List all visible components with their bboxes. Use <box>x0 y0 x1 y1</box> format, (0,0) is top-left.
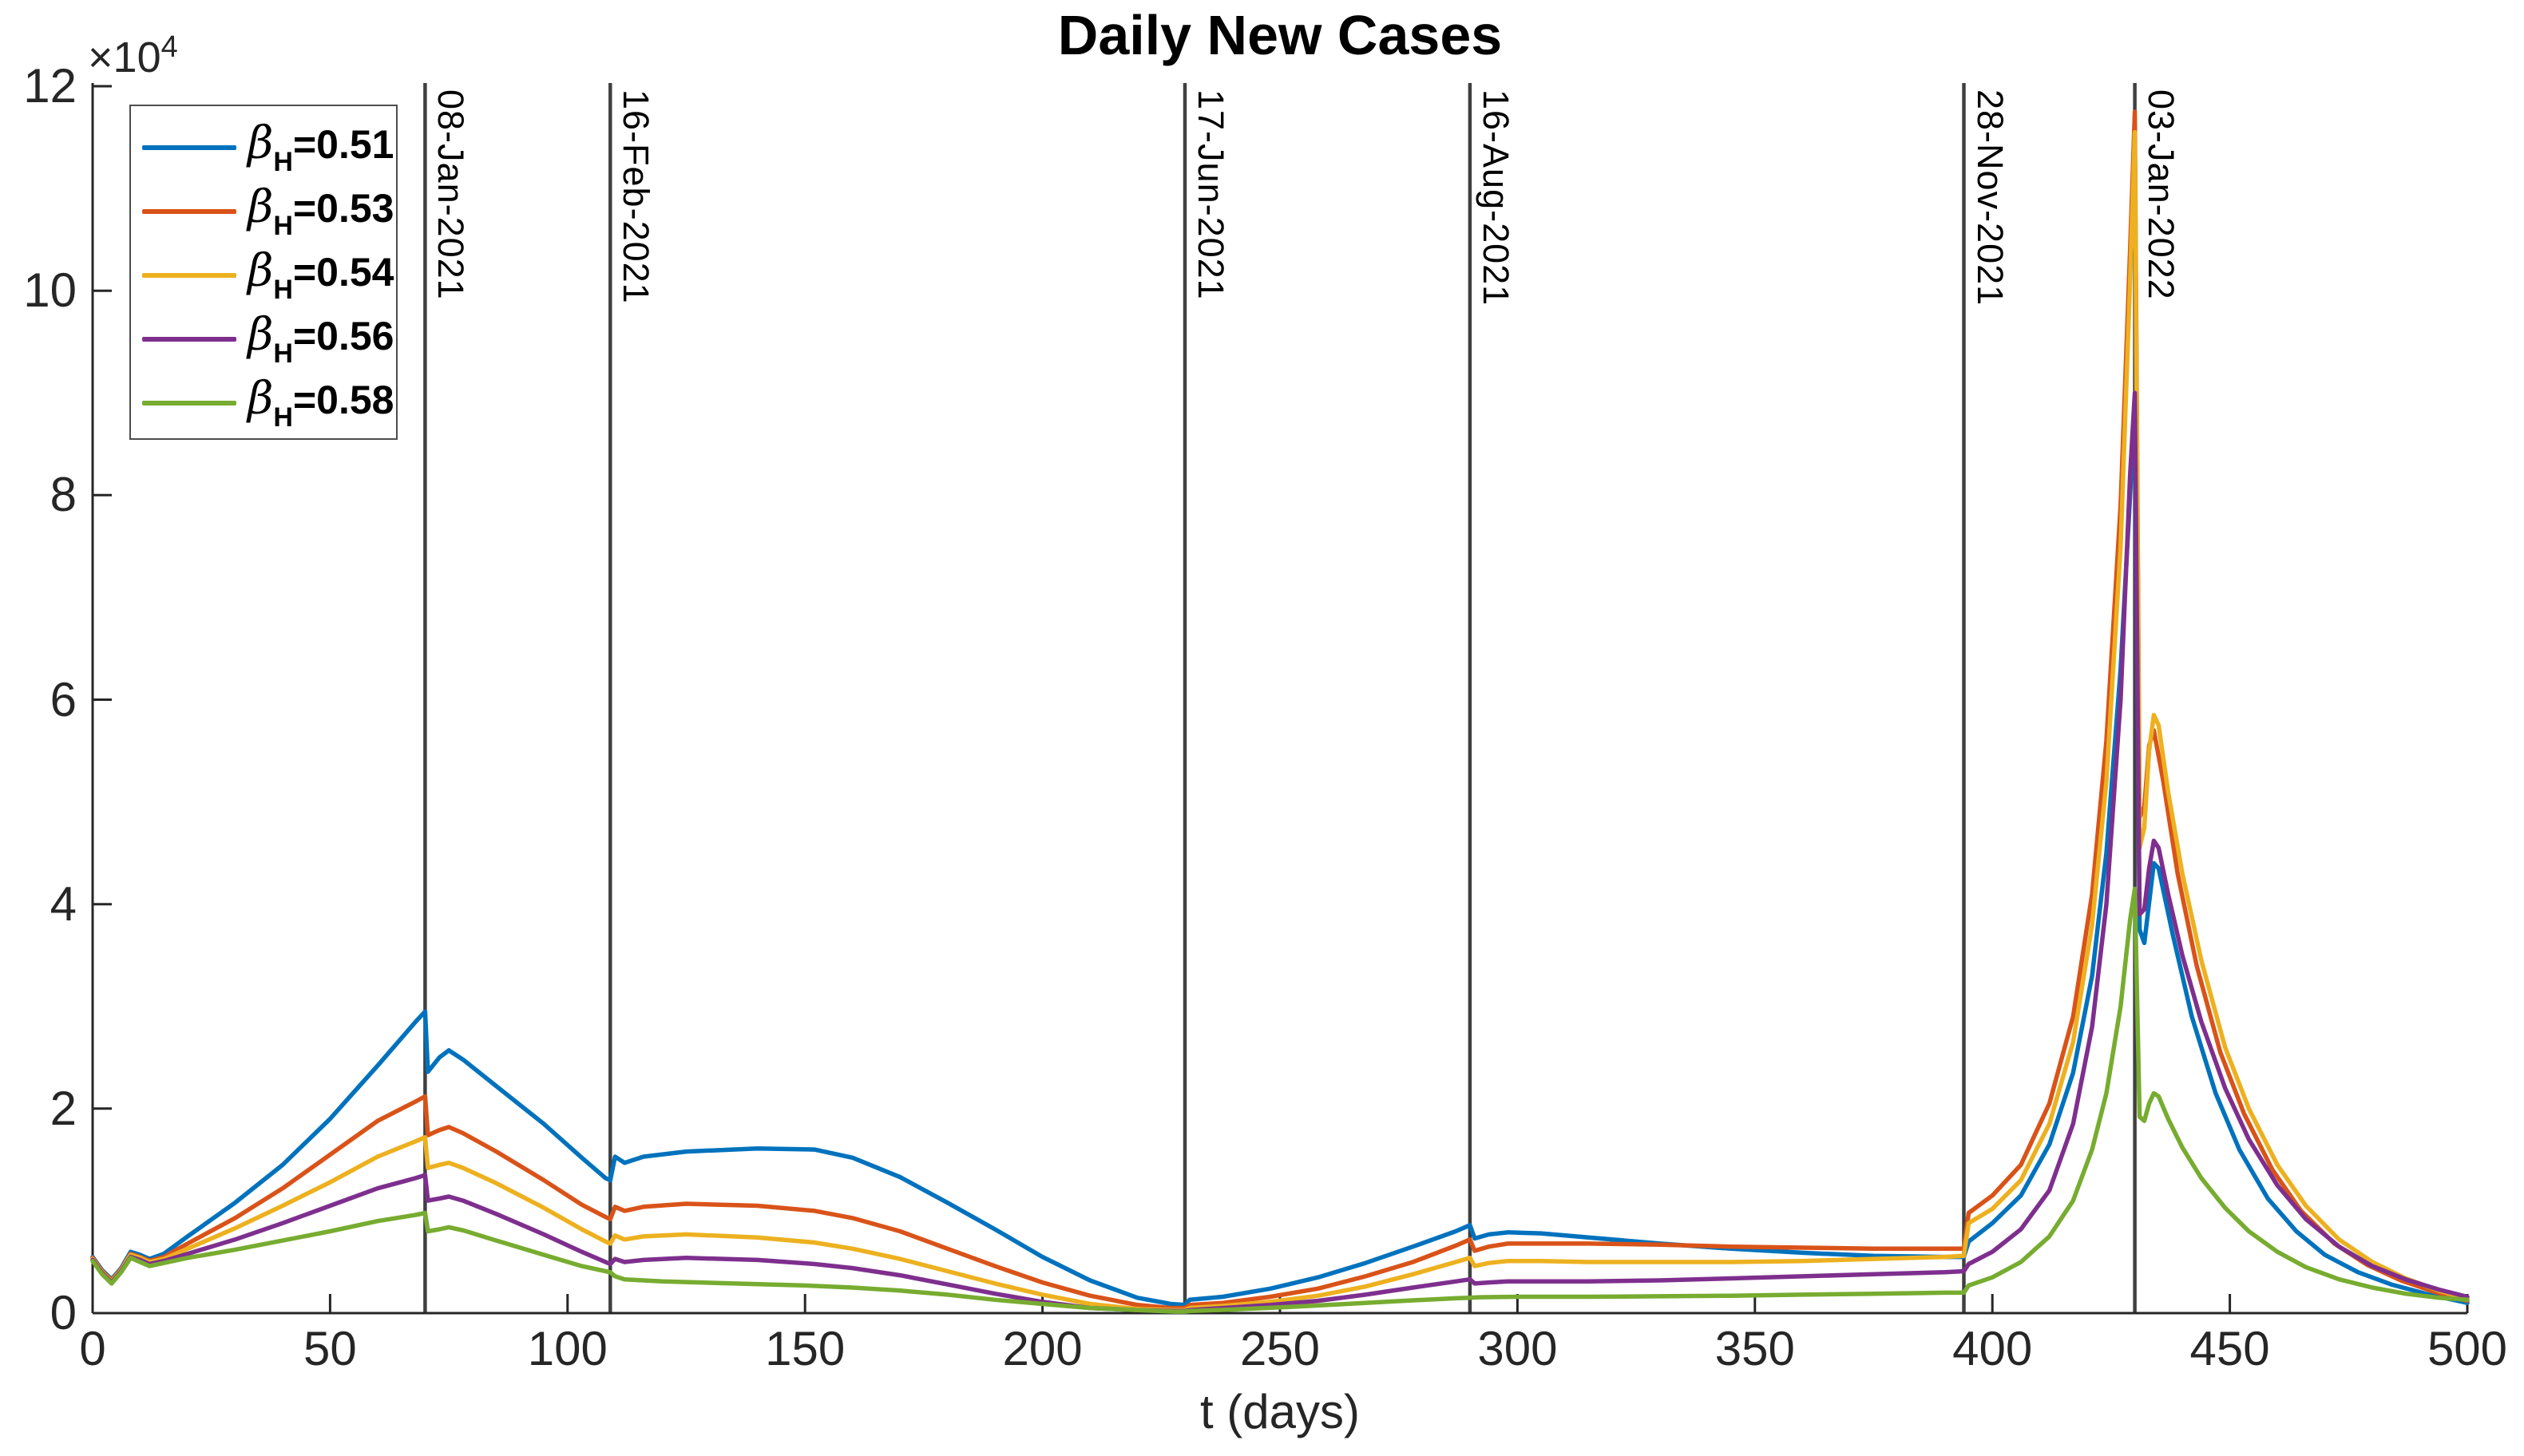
x-tick-label: 300 <box>1477 1322 1558 1375</box>
x-tick-label: 150 <box>765 1322 846 1375</box>
x-tick-label: 200 <box>1002 1322 1083 1375</box>
event-line-label: 08-Jan-2021 <box>430 89 472 300</box>
series-curve-4 <box>90 886 2470 1314</box>
legend-item-4: βH=0.58 <box>131 371 396 435</box>
x-tick-label: 350 <box>1714 1322 1795 1375</box>
beta-subscript: H <box>273 211 293 241</box>
legend-label: βH=0.58 <box>248 373 394 433</box>
beta-subscript: H <box>273 147 293 177</box>
y-tick-label: 0 <box>50 1286 77 1339</box>
event-line-label: 28-Nov-2021 <box>1969 89 2011 307</box>
beta-value: =0.51 <box>292 122 394 167</box>
series-curve-3 <box>90 390 2470 1314</box>
legend-line-swatch <box>142 209 236 214</box>
legend-item-1: βH=0.53 <box>131 180 396 243</box>
y-tick-label: 2 <box>50 1081 77 1135</box>
y-axis-exponent-base: ×10 <box>88 34 161 81</box>
legend-line-swatch <box>142 145 236 150</box>
beta-subscript: H <box>273 338 293 369</box>
legend-label: βH=0.54 <box>248 245 394 306</box>
beta-value: =0.58 <box>292 378 394 422</box>
x-tick-label: 400 <box>1952 1322 2033 1375</box>
legend-line-swatch <box>142 337 236 342</box>
series-curve-0 <box>90 406 2470 1308</box>
x-tick-label: 100 <box>527 1322 608 1375</box>
beta-symbol: β <box>248 373 274 425</box>
legend-item-0: βH=0.51 <box>131 116 396 180</box>
x-tick-label: 250 <box>1239 1322 1321 1375</box>
event-line-label: 16-Feb-2021 <box>616 89 657 304</box>
beta-value: =0.54 <box>292 250 394 295</box>
y-axis-exponent: ×104 <box>88 30 178 82</box>
beta-symbol: β <box>248 181 274 233</box>
beta-symbol: β <box>248 309 274 361</box>
beta-symbol: β <box>248 245 274 297</box>
event-line-label: 03-Jan-2022 <box>2140 89 2181 300</box>
x-tick-label: 0 <box>79 1322 106 1375</box>
series-curve-2 <box>90 129 2470 1312</box>
x-axis-label: t (days) <box>1199 1385 1361 1438</box>
y-tick-label: 12 <box>23 59 77 113</box>
x-tick-label: 50 <box>303 1322 357 1375</box>
beta-subscript: H <box>273 275 293 305</box>
legend-label: βH=0.53 <box>248 181 394 242</box>
legend-item-2: βH=0.54 <box>131 243 396 307</box>
beta-symbol: β <box>248 117 274 169</box>
beta-subscript: H <box>273 402 293 433</box>
y-tick-label: 6 <box>50 672 77 726</box>
legend-label: βH=0.51 <box>248 117 394 178</box>
beta-value: =0.56 <box>292 314 394 358</box>
chart-title: Daily New Cases <box>1057 4 1503 66</box>
beta-value: =0.53 <box>292 186 394 231</box>
event-line-label: 16-Aug-2021 <box>1475 89 1516 307</box>
event-line-label: 17-Jun-2021 <box>1191 89 1232 300</box>
y-axis-exponent-power: 4 <box>160 30 178 64</box>
legend-item-3: βH=0.56 <box>131 307 396 371</box>
y-tick-label: 8 <box>50 468 77 522</box>
y-tick-label: 4 <box>50 876 77 931</box>
legend-line-swatch <box>142 401 236 406</box>
legend-label: βH=0.56 <box>248 309 394 370</box>
x-tick-label: 450 <box>2189 1322 2270 1375</box>
legend-line-swatch <box>142 273 236 278</box>
x-tick-label: 500 <box>2427 1322 2508 1375</box>
legend: βH=0.51 βH=0.53 βH=0.54 βH=0.56 βH=0.58 <box>129 105 398 440</box>
y-tick-label: 10 <box>23 263 77 318</box>
